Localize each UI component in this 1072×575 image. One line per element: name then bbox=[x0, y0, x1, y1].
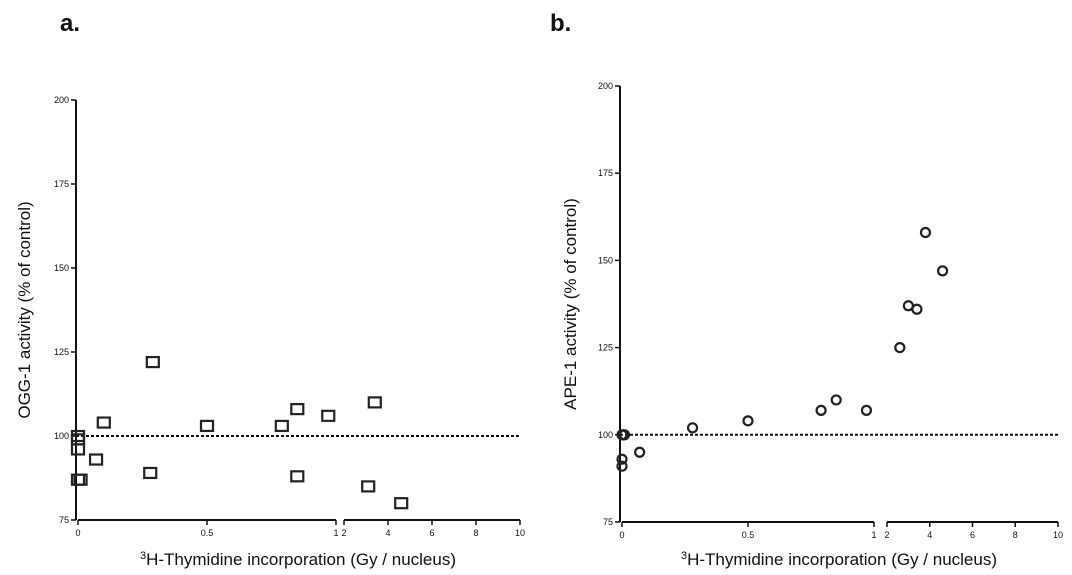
chart-b-y-axis-title: APE-1 activity (% of control) bbox=[561, 198, 580, 410]
chart-b-y-tick-label: 150 bbox=[598, 255, 613, 265]
chart-b-x-tick-label: 8 bbox=[1013, 530, 1018, 540]
chart-b-data-point bbox=[742, 415, 754, 427]
chart-b-x-tick-label: 10 bbox=[1053, 530, 1063, 540]
chart-a-data-point bbox=[88, 453, 104, 466]
chart-b-x-axis-title: 3H-Thymidine incorporation (Gy / nucleus… bbox=[681, 550, 997, 569]
chart-a-x-tick-label: 2 bbox=[341, 528, 346, 538]
chart-a-data-point bbox=[274, 419, 289, 433]
panel-b-label: b. bbox=[550, 10, 572, 37]
chart-b-y-tick-label: 175 bbox=[598, 168, 613, 178]
chart-a-x-axis-title: 3H-Thymidine incorporation (Gy / nucleus… bbox=[140, 550, 456, 569]
chart-b-y-tick-label: 100 bbox=[598, 430, 613, 440]
chart-a-x-axis-title-superscript: 3 bbox=[140, 550, 146, 562]
chart-b-data-point bbox=[860, 404, 873, 416]
chart-b-data-point bbox=[936, 265, 949, 277]
chart-a-x-tick-label: 1 bbox=[333, 528, 338, 538]
chart-a-x-tick-label: 6 bbox=[429, 528, 434, 538]
chart-a-x-axis-title-text: H-Thymidine incorporation (Gy / nucleus) bbox=[146, 550, 456, 569]
chart-a-x-tick-label: 8 bbox=[473, 528, 478, 538]
chart-a-x-tick-label: 10 bbox=[515, 528, 525, 538]
chart-a-data-point bbox=[290, 403, 305, 416]
chart-a-y-tick-label: 150 bbox=[54, 263, 69, 273]
chart-a-data-point bbox=[361, 480, 376, 493]
chart-a-x-tick-label: 0.5 bbox=[201, 528, 214, 538]
chart-b-x-tick-label: 6 bbox=[970, 530, 975, 540]
panel-a-label: a. bbox=[60, 10, 81, 37]
chart-b-x-tick-label: 2 bbox=[884, 530, 889, 540]
chart-a-group: 75 100 125 150 175 200 0 0.5 1 2 4 6 8 10 OGG-1 activi… bbox=[15, 95, 525, 569]
chart-a-data-point bbox=[199, 419, 215, 433]
chart-a-y-tick-label: 200 bbox=[54, 95, 69, 105]
chart-a-data-point bbox=[394, 497, 409, 510]
chart-a-data-point bbox=[290, 470, 305, 483]
chart-b-x-tick-label: 4 bbox=[927, 530, 932, 540]
chart-a-y-tick-label: 75 bbox=[59, 515, 69, 525]
chart-b-data-point bbox=[830, 394, 842, 406]
chart-b-data-point bbox=[815, 404, 827, 416]
chart-b-group: 75 100 125 150 175 200 0 0.5 1 2 4 6 8 10 APE-1 activi… bbox=[561, 81, 1063, 569]
chart-b-data-point bbox=[686, 422, 699, 434]
chart-a-y-tick-label: 175 bbox=[54, 179, 69, 189]
chart-a-data-point bbox=[73, 473, 88, 486]
chart-a-data-point bbox=[143, 466, 158, 480]
chart-b-data-point bbox=[616, 453, 628, 465]
chart-b-x-axis-title-text: H-Thymidine incorporation (Gy / nucleus) bbox=[687, 550, 997, 569]
chart-a-x-tick-label: 4 bbox=[385, 528, 390, 538]
chart-b-y-tick-label: 200 bbox=[598, 81, 613, 91]
chart-a-x-tick-label: 0 bbox=[75, 528, 80, 538]
chart-b-y-tick-label: 75 bbox=[603, 517, 613, 527]
chart-a-data-point bbox=[70, 443, 86, 456]
chart-b-data-point bbox=[634, 446, 646, 458]
chart-b-data-point bbox=[618, 429, 631, 441]
chart-a-data-point bbox=[145, 355, 160, 369]
chart-a-data-point bbox=[367, 396, 382, 409]
chart-b-data-point bbox=[919, 226, 932, 239]
chart-b-data-point bbox=[894, 342, 906, 354]
chart-b-y-tick-label: 125 bbox=[598, 343, 613, 353]
chart-a-y-tick-label: 125 bbox=[54, 347, 69, 357]
chart-b-x-tick-label: 1 bbox=[871, 530, 876, 540]
chart-b-x-tick-label: 0.5 bbox=[742, 530, 755, 540]
chart-a-data-point bbox=[96, 416, 111, 429]
chart-a-y-axis-title: OGG-1 activity (% of control) bbox=[15, 201, 34, 418]
chart-b-x-tick-label: 0 bbox=[619, 530, 624, 540]
chart-a-y-tick-label: 100 bbox=[54, 431, 69, 441]
chart-b-data-point bbox=[911, 303, 923, 315]
chart-b-x-axis-title-superscript: 3 bbox=[681, 550, 687, 562]
chart-b-data-point bbox=[616, 460, 628, 472]
chart-a-data-point bbox=[321, 409, 336, 422]
